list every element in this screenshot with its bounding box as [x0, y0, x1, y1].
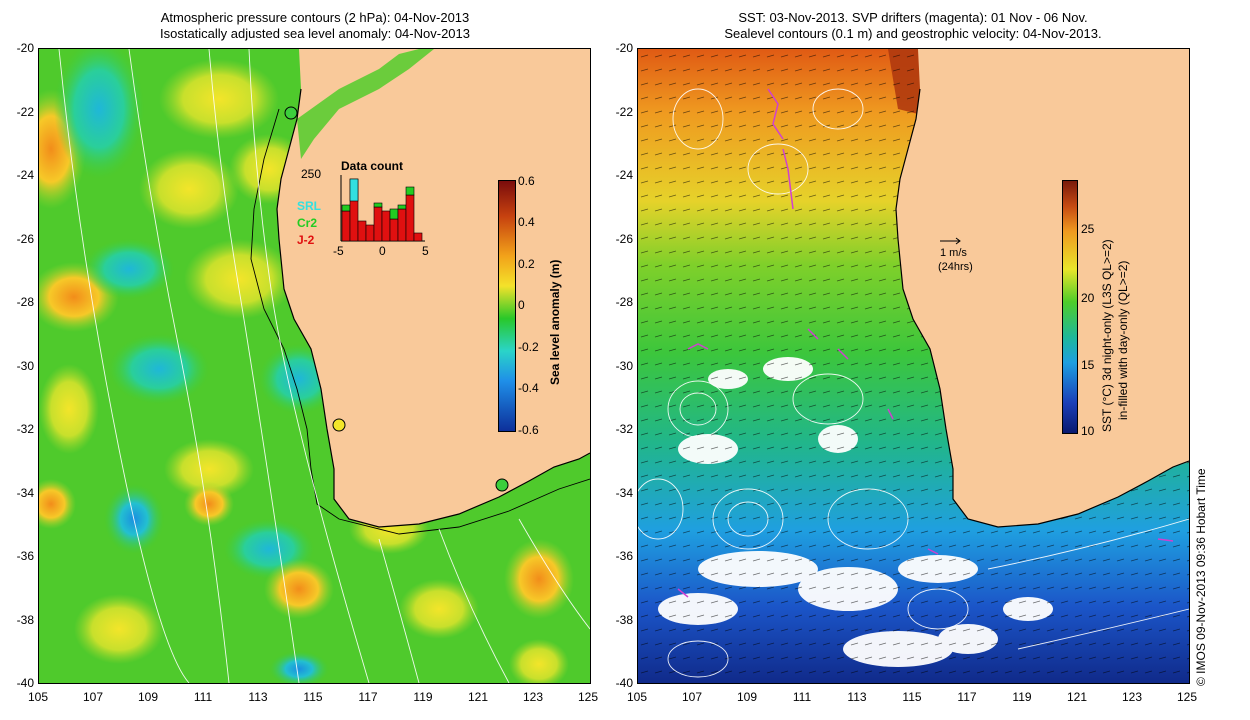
histogram-title: Data count — [341, 159, 404, 173]
right-xtick: 113 — [847, 690, 867, 704]
left-cb-tick-1: 0.4 — [518, 215, 535, 229]
histogram-max-label: 250 — [301, 167, 322, 181]
left-cb-tick-3: 0 — [518, 298, 525, 312]
left-title: Atmospheric pressure contours (2 hPa): 0… — [40, 10, 590, 42]
right-xtick: 107 — [681, 690, 703, 704]
right-ytick: -22 — [615, 105, 633, 119]
left-ytick: -20 — [16, 41, 34, 55]
left-ytick: -30 — [16, 359, 34, 373]
imos-credit: © IMOS 09-Nov-2013 09:36 Hobart Time — [1194, 468, 1208, 686]
right-xtick: 109 — [736, 690, 758, 704]
right-ytick: -40 — [615, 676, 633, 690]
left-colorbar-label: Sea level anomaly (m) — [548, 259, 562, 385]
left-xtick: 121 — [467, 690, 489, 704]
left-xtick: 123 — [522, 690, 544, 704]
right-ytick: -38 — [615, 613, 633, 627]
left-cb-tick-0: 0.6 — [518, 174, 535, 188]
left-ytick: -32 — [16, 422, 34, 436]
left-ytick: -22 — [16, 105, 34, 119]
legend-cr2: Cr2 — [297, 216, 318, 230]
histogram-xtick-5: 5 — [422, 244, 429, 258]
left-title-line2: Isostatically adjusted sea level anomaly… — [159, 26, 470, 41]
right-xtick: 111 — [792, 690, 812, 704]
left-ytick: -34 — [16, 486, 34, 500]
left-xtick: 115 — [303, 690, 323, 704]
right-ytick: -24 — [615, 168, 633, 182]
right-xtick: 121 — [1066, 690, 1088, 704]
right-ytick: -36 — [615, 549, 633, 563]
left-cb-tick-5: -0.4 — [518, 381, 539, 395]
velocity-scale-label: 1 m/s — [940, 247, 967, 259]
histogram-xtick-neg5: -5 — [333, 244, 344, 258]
right-xtick: 123 — [1121, 690, 1143, 704]
right-ytick: -32 — [615, 422, 633, 436]
sst-map — [638, 49, 1189, 683]
right-xtick: 117 — [957, 690, 977, 704]
left-xtick: 111 — [193, 690, 213, 704]
left-cb-tick-4: -0.2 — [518, 340, 539, 354]
left-xtick: 125 — [577, 690, 599, 704]
right-ytick: -20 — [615, 41, 633, 55]
right-cb-tick-10: 10 — [1081, 424, 1095, 438]
left-ytick: -26 — [16, 232, 34, 246]
sea-level-anomaly-map — [39, 49, 590, 683]
left-xtick: 119 — [413, 690, 433, 704]
right-ytick: -26 — [615, 232, 633, 246]
right-cb-tick-15: 15 — [1081, 358, 1095, 372]
right-colorbar-label-line2: in-filled with day-only (QL>=2) — [1116, 260, 1130, 420]
right-ytick: -30 — [615, 359, 633, 373]
right-map[interactable]: 1 m/s (24hrs) — [637, 48, 1190, 684]
right-xtick: 119 — [1012, 690, 1032, 704]
right-cb-tick-20: 20 — [1081, 291, 1095, 305]
legend-j2: J-2 — [297, 233, 315, 247]
left-cb-tick-2: 0.2 — [518, 257, 535, 271]
left-ytick: -24 — [16, 168, 34, 182]
left-xtick: 113 — [248, 690, 268, 704]
right-ytick: -34 — [615, 486, 633, 500]
right-title-line1: SST: 03-Nov-2013. SVP drifters (magenta)… — [738, 10, 1088, 25]
right-colorbar — [1062, 180, 1078, 434]
left-ytick: -36 — [16, 549, 34, 563]
right-title-line2: Sealevel contours (0.1 m) and geostrophi… — [724, 26, 1102, 41]
left-ytick: -40 — [16, 676, 34, 690]
right-xtick: 105 — [626, 690, 648, 704]
left-xtick: 105 — [27, 690, 49, 704]
right-colorbar-label-line1: SST (°C) 3d night-only (L3S QL>=2) — [1100, 239, 1114, 432]
velocity-scale-arrow — [940, 237, 961, 245]
left-xtick: 107 — [82, 690, 104, 704]
velocity-scale-sublabel: (24hrs) — [938, 261, 973, 273]
right-xtick: 115 — [902, 690, 922, 704]
left-xtick: 117 — [358, 690, 378, 704]
left-colorbar — [498, 180, 516, 432]
right-xtick: 125 — [1176, 690, 1198, 704]
left-ytick: -38 — [16, 613, 34, 627]
left-map[interactable]: Data count 250 SRL Cr2 J-2 -5 0 5 — [38, 48, 591, 684]
right-ytick: -28 — [615, 295, 633, 309]
left-title-line1: Atmospheric pressure contours (2 hPa): 0… — [160, 10, 470, 25]
left-cb-tick-6: -0.6 — [518, 423, 539, 437]
legend-srl: SRL — [297, 199, 321, 213]
right-cb-tick-25: 25 — [1081, 222, 1095, 236]
right-title: SST: 03-Nov-2013. SVP drifters (magenta)… — [638, 10, 1188, 42]
data-count-histogram — [340, 175, 425, 242]
histogram-xtick-0: 0 — [379, 244, 386, 258]
left-ytick: -28 — [16, 295, 34, 309]
left-xtick: 109 — [137, 690, 159, 704]
